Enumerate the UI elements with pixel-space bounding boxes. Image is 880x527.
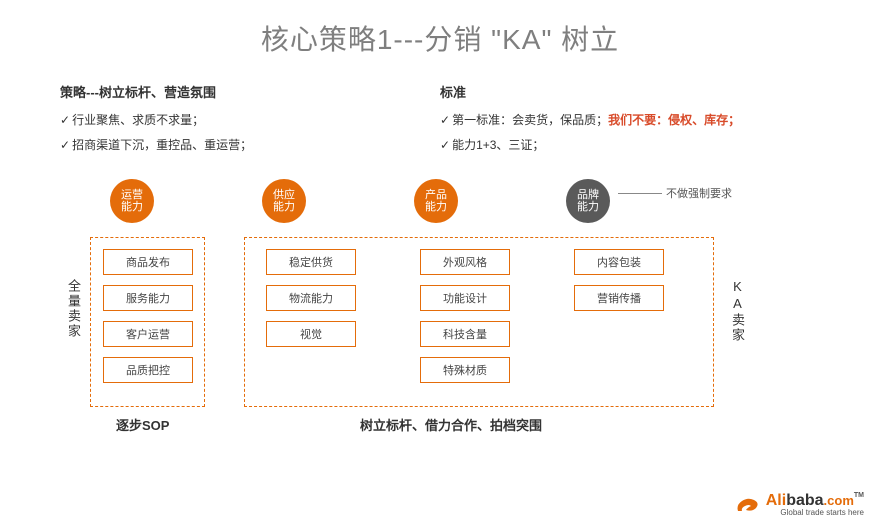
annotation-text: 不做强制要求: [666, 185, 732, 201]
circles-row: 运营能力 供应能力 产品能力 品牌能力: [110, 179, 610, 223]
bullet-line: ✓行业聚焦、求质不求量；: [60, 111, 440, 128]
strategy-column: 策略---树立标杆、营造氛围 ✓行业聚焦、求质不求量； ✓招商渠道下沉，重控品、…: [60, 82, 440, 161]
logo-com: .com: [824, 493, 854, 508]
bottom-label-standard: 树立标杆、借力合作、拍档突围: [360, 415, 542, 434]
bullet-line: ✓第一标准：会卖货，保品质；我们不要：侵权、库存；: [440, 111, 820, 128]
logo-ali: Ali: [766, 492, 786, 509]
logo-baba: baba: [786, 492, 823, 509]
item-box: 视觉: [266, 321, 356, 347]
check-icon: ✓: [440, 113, 450, 127]
logo-text: Alibaba.comTM Global trade starts here: [766, 492, 864, 517]
item-box: 稳定供货: [266, 249, 356, 275]
bullet-line: ✓能力1+3、三证；: [440, 136, 820, 153]
item-box: 内容包装: [574, 249, 664, 275]
standard-column: 标准 ✓第一标准：会卖货，保品质；我们不要：侵权、库存； ✓能力1+3、三证；: [440, 82, 820, 161]
slide-title: 核心策略1---分销 "KA" 树立: [0, 18, 880, 58]
bottom-label-sop: 逐步SOP: [116, 415, 169, 434]
items-col-1: 商品发布 服务能力 客户运营 品质把控: [103, 249, 193, 383]
check-icon: ✓: [440, 138, 450, 152]
bullet-text: 能力1+3、三证；: [452, 138, 544, 152]
strategy-heading: 策略---树立标杆、营造氛围: [60, 82, 440, 101]
vlabel-all-sellers: 全量卖家: [64, 279, 83, 339]
bullet-line: ✓招商渠道下沉，重控品、重运营；: [60, 136, 440, 153]
item-box: 客户运营: [103, 321, 193, 347]
capability-diagram: 运营能力 供应能力 产品能力 品牌能力 不做强制要求 商品发布 服务能力 客户运…: [0, 179, 880, 449]
standard-heading: 标准: [440, 82, 820, 101]
items-col-4: 内容包装 营销传播: [574, 249, 664, 311]
top-section: 策略---树立标杆、营造氛围 ✓行业聚焦、求质不求量； ✓招商渠道下沉，重控品、…: [0, 82, 880, 161]
item-box: 特殊材质: [420, 357, 510, 383]
check-icon: ✓: [60, 138, 70, 152]
logo-subtitle: Global trade starts here: [766, 508, 864, 517]
bullet-red: 我们不要：侵权、库存；: [608, 113, 740, 127]
logo-tm: TM: [854, 492, 864, 499]
item-box: 科技含量: [420, 321, 510, 347]
circle-supply: 供应能力: [262, 179, 306, 223]
item-box: 外观风格: [420, 249, 510, 275]
item-box: 物流能力: [266, 285, 356, 311]
item-box: 功能设计: [420, 285, 510, 311]
bullet-text: 行业聚焦、求质不求量；: [72, 113, 204, 127]
item-box: 营销传播: [574, 285, 664, 311]
bullet-text: 招商渠道下沉，重控品、重运营；: [72, 138, 252, 152]
annotation-line: [618, 193, 662, 194]
item-box: 品质把控: [103, 357, 193, 383]
circle-product: 产品能力: [414, 179, 458, 223]
items-col-2: 稳定供货 物流能力 视觉: [266, 249, 356, 347]
check-icon: ✓: [60, 113, 70, 127]
alibaba-logo: Alibaba.comTM Global trade starts here: [734, 492, 864, 517]
items-col-3: 外观风格 功能设计 科技含量 特殊材质: [420, 249, 510, 383]
item-box: 商品发布: [103, 249, 193, 275]
logo-icon: [734, 495, 762, 515]
vlabel-ka-sellers: KA卖家: [728, 279, 747, 343]
bullet-text: 第一标准：会卖货，保品质；: [452, 113, 608, 127]
circle-brand: 品牌能力: [566, 179, 610, 223]
circle-operations: 运营能力: [110, 179, 154, 223]
item-box: 服务能力: [103, 285, 193, 311]
